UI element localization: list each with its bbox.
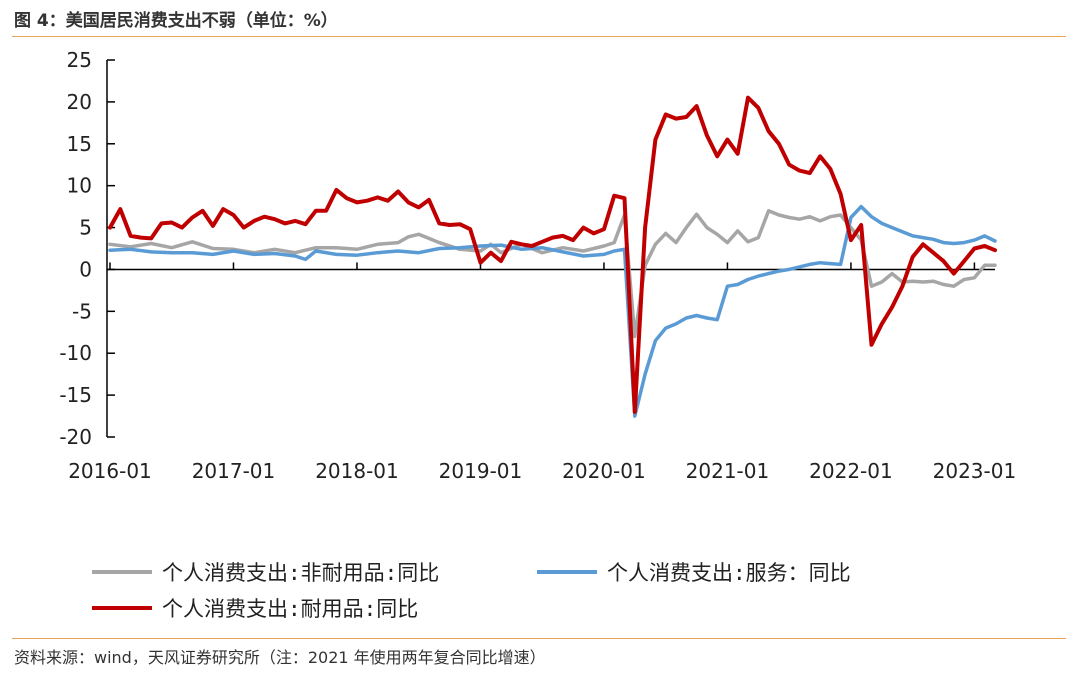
y-tick-label: -5	[72, 299, 92, 323]
series-line-2	[108, 204, 997, 418]
y-tick-label: 15	[67, 132, 92, 156]
x-tick-label: 2017-01	[192, 459, 276, 483]
line-chart: 25 20 15 10 5 0 -5 -10 -15 -20 2016-01 2017-01 2018…	[59, 48, 1016, 621]
x-tick-label: 2021-01	[686, 459, 770, 483]
x-tick-label: 2022-01	[809, 459, 893, 483]
y-tick-label: 25	[67, 48, 92, 72]
y-tick-label: 10	[67, 174, 92, 198]
x-tick-label: 2020-01	[562, 459, 646, 483]
series-line-3	[108, 95, 997, 414]
x-tick-label: 2023-01	[933, 459, 1017, 483]
y-tick-label: 0	[79, 257, 92, 281]
x-axis-ticks: 2016-01 2017-01 2018-01 2019-01 2020-01 2021-…	[68, 262, 1016, 483]
legend-label: 个人消费支出:服务：同比	[607, 561, 851, 585]
x-tick-label: 2016-01	[68, 459, 152, 483]
y-tick-label: -15	[59, 383, 92, 407]
y-tick-label: 5	[79, 216, 92, 240]
legend-label: 个人消费支出:耐用品:同比	[162, 597, 418, 621]
y-tick-label: -10	[59, 341, 92, 365]
legend-label: 个人消费支出:非耐用品:同比	[162, 561, 439, 585]
x-tick-label: 2018-01	[315, 459, 399, 483]
y-tick-label: 20	[67, 90, 92, 114]
y-tick-label: -20	[59, 425, 92, 449]
figure-title: 图 4：美国居民消费支出不弱（单位：%）	[14, 11, 338, 31]
title-divider	[12, 36, 1066, 37]
x-tick-label: 2019-01	[439, 459, 523, 483]
y-axis-ticks: 25 20 15 10 5 0 -5 -10 -15 -20	[59, 48, 115, 449]
source-note: 资料来源：wind，天风证券研究所（注：2021 年使用两年复合同比增速）	[14, 648, 546, 667]
source-divider	[12, 638, 1066, 639]
series-line-1	[108, 209, 997, 339]
series-lines	[108, 95, 997, 418]
